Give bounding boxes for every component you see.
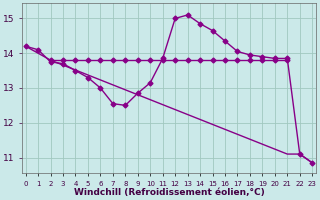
X-axis label: Windchill (Refroidissement éolien,°C): Windchill (Refroidissement éolien,°C) — [74, 188, 264, 197]
